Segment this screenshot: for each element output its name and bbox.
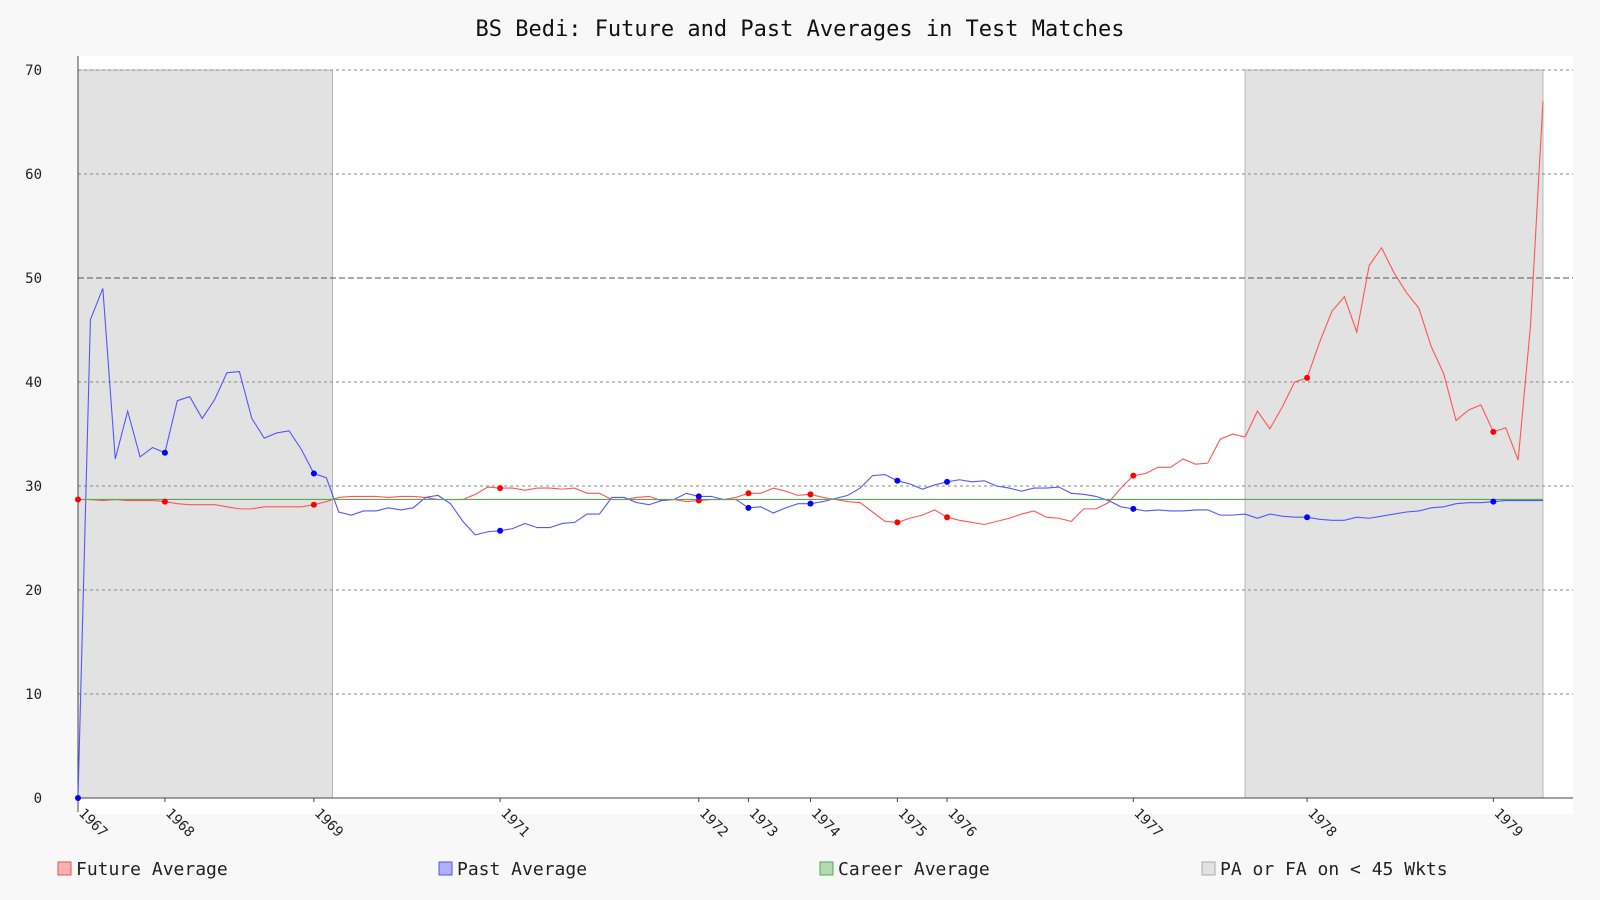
data-point-future-average [75,496,81,503]
axes [77,56,1573,812]
data-point-future-average [1490,428,1497,435]
shaded-region-1 [77,69,334,799]
data-point-past-average [161,449,168,456]
data-point-future-average [310,501,317,508]
y-tick-label: 50 [25,271,42,287]
data-point-past-average [944,478,951,485]
data-point-past-average [1304,514,1311,521]
y-tick-label: 60 [25,167,42,183]
data-point-past-average [745,504,752,511]
legend-label-future-average: Future Average [76,859,228,880]
data-point-future-average [1130,472,1137,479]
y-tick-label: 0 [34,791,42,807]
legend-label-past-average: Past Average [457,859,587,880]
data-point-future-average [807,491,814,498]
data-point-future-average [894,519,901,526]
y-tick-label: 20 [25,583,42,599]
data-point-past-average [807,500,814,507]
shaded-regions [77,69,1544,799]
data-point-future-average [944,514,951,521]
chart-title: BS Bedi: Future and Past Averages in Tes… [475,17,1124,42]
data-point-future-average [695,497,702,504]
legend-swatch-career-average [819,861,834,876]
y-tick-label: 30 [25,479,42,495]
data-point-future-average [745,490,752,497]
data-point-past-average [497,527,504,534]
legend-swatch-pa-or-fa-on-45-wkts [1201,861,1216,876]
shaded-region-2 [1244,69,1544,799]
data-point-future-average [1304,374,1311,381]
y-tick-label: 10 [25,687,42,703]
series-markers [75,374,1497,801]
legend-label-pa-or-fa-on-45-wkts: PA or FA on < 45 Wkts [1220,859,1448,880]
legend-label-career-average: Career Average [838,859,990,880]
data-point-past-average [894,477,901,484]
legend: Future Average Past Average Career Average… [57,859,1448,880]
data-point-past-average [1490,498,1497,505]
data-point-future-average [497,485,504,492]
data-point-past-average [310,470,317,477]
legend-swatch-past-average [438,861,453,876]
y-tick-label: 70 [25,63,42,79]
legend-swatch-future-average [57,861,72,876]
data-point-past-average [1130,505,1137,512]
y-tick-label: 40 [25,375,42,391]
gridlines [78,69,1573,695]
data-point-past-average [75,795,81,801]
data-point-past-average [695,493,702,500]
data-point-future-average [161,498,168,505]
